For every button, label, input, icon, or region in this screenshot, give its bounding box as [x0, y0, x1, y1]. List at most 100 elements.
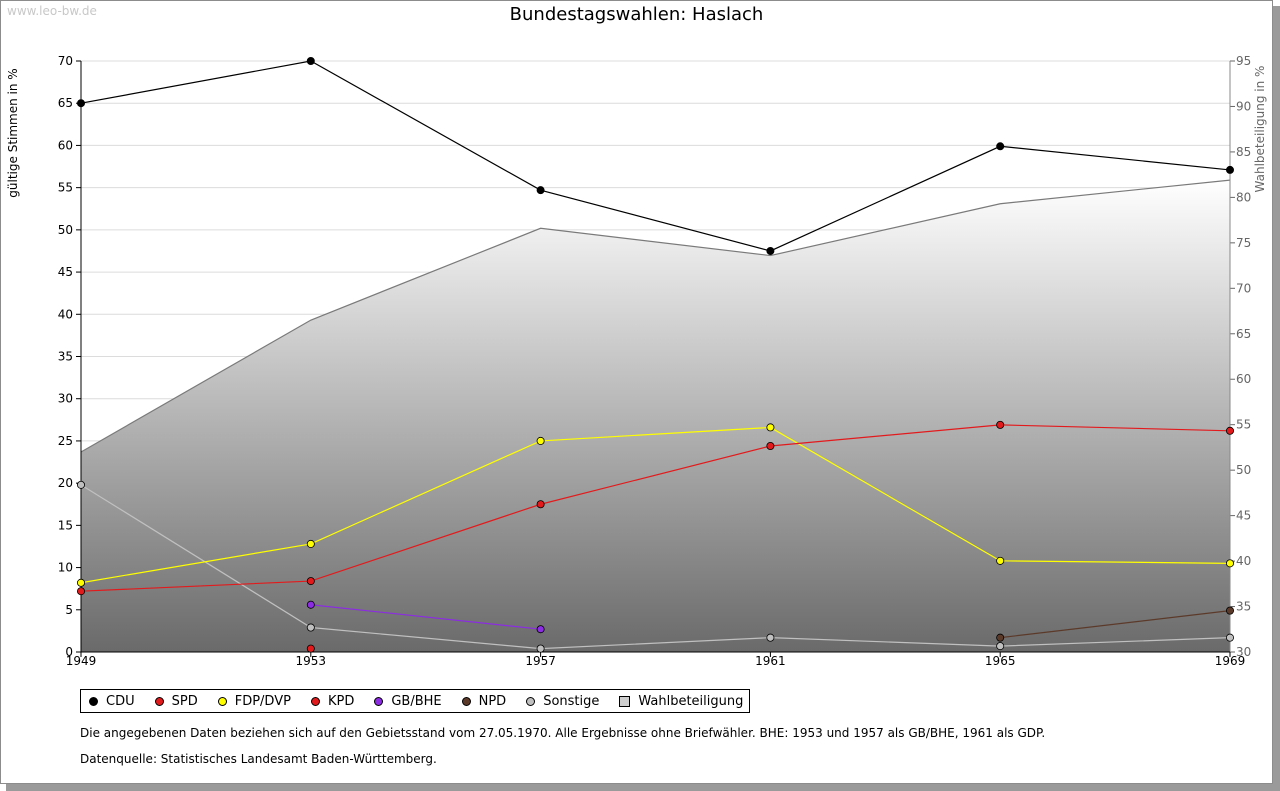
y-tick-label-55: 55 — [58, 181, 73, 195]
y-tick-label-50: 50 — [58, 223, 73, 237]
point-sonstige-1949 — [77, 480, 86, 489]
point-spd-1957 — [536, 500, 545, 509]
legend-item-wahlbeteiligung: Wahlbeteiligung — [615, 694, 743, 709]
point-fdp-dvp-1953 — [306, 539, 315, 548]
x-tick-label-1957: 1957 — [525, 654, 556, 668]
point-fdp-dvp-1957 — [536, 436, 545, 445]
point-gb-bhe-1953 — [306, 600, 315, 609]
legend-item-spd: SPD — [151, 694, 198, 709]
point-spd-1969 — [1226, 426, 1235, 435]
point-sonstige-1969 — [1226, 633, 1235, 642]
y-tick-label-15: 15 — [58, 518, 73, 532]
frame-shadow-right — [1273, 6, 1280, 791]
series-cdu — [77, 57, 1235, 255]
footnote: Die angegebenen Daten beziehen sich auf … — [80, 726, 1046, 740]
point-fdp-dvp-1965 — [996, 556, 1005, 565]
legend-marker-gb-bhe — [374, 696, 384, 706]
y2-tick-label-90: 90 — [1236, 99, 1251, 113]
series-fdp-dvp — [77, 423, 1235, 587]
point-fdp-dvp-1961 — [766, 423, 775, 432]
series-kpd — [306, 644, 315, 653]
legend-label-sonstige: Sonstige — [543, 693, 600, 709]
y2-tick-label-30: 30 — [1236, 645, 1251, 659]
point-cdu-1965 — [996, 142, 1005, 151]
legend-label-spd: SPD — [171, 693, 198, 709]
point-fdp-dvp-1969 — [1226, 559, 1235, 568]
point-kpd-1953 — [306, 644, 315, 653]
legend-item-kpd: KPD — [307, 694, 354, 709]
legend-marker-spd — [154, 696, 164, 706]
y2-tick-label-95: 95 — [1236, 54, 1251, 68]
x-tick-label-1969: 1969 — [1215, 654, 1246, 668]
point-sonstige-1953 — [306, 623, 315, 632]
legend-marker-sonstige — [526, 696, 536, 706]
y-tick-label-60: 60 — [58, 138, 73, 152]
y2-tick-label-60: 60 — [1236, 372, 1251, 386]
point-npd-1969 — [1226, 606, 1235, 615]
legend-marker-cdu — [89, 696, 98, 706]
x-tick-label-1953: 1953 — [296, 654, 327, 668]
legend-marker-fdp-dvp — [217, 696, 227, 706]
point-gb-bhe-1957 — [536, 625, 545, 634]
point-cdu-1953 — [306, 57, 315, 66]
point-spd-1953 — [306, 577, 315, 586]
y-tick-label-35: 35 — [58, 350, 73, 364]
y-tick-label-70: 70 — [58, 54, 73, 68]
point-fdp-dvp-1949 — [77, 578, 86, 587]
y2-tick-label-65: 65 — [1236, 327, 1251, 341]
point-spd-1965 — [996, 420, 1005, 429]
series-line-spd — [80, 424, 1231, 592]
series-layer — [77, 57, 1235, 653]
x-tick-label-1965: 1965 — [985, 654, 1016, 668]
wahlbeteiligung-area-fill — [81, 180, 1230, 652]
point-cdu-1957 — [536, 186, 545, 195]
y2-tick-label-55: 55 — [1236, 418, 1251, 432]
y-tick-label-25: 25 — [58, 434, 73, 448]
point-sonstige-1965 — [996, 642, 1005, 651]
point-cdu-1969 — [1226, 165, 1235, 174]
series-line-fdp-dvp — [80, 426, 1231, 584]
legend: CDU SPD FDP/DVP KPD GB/BHE NPD Sonstige Wahlbet… — [80, 689, 751, 713]
point-sonstige-1961 — [766, 633, 775, 642]
series-gb-bhe — [306, 600, 545, 634]
legend-label-kpd: KPD — [327, 693, 355, 709]
y-tick-label-45: 45 — [58, 265, 73, 279]
wahlbeteiligung-line — [80, 179, 1231, 453]
legend-label-gb-bhe: GB/BHE — [391, 693, 442, 709]
legend-label-wahlbeteiligung: Wahlbeteiligung — [638, 693, 744, 709]
series-sonstige — [77, 480, 1235, 653]
y-tick-label-30: 30 — [58, 392, 73, 406]
legend-label-fdp-dvp: FDP/DVP — [234, 693, 291, 709]
legend-marker-npd — [461, 696, 471, 706]
point-npd-1965 — [996, 633, 1005, 642]
y-tick-label-65: 65 — [58, 96, 73, 110]
point-spd-1961 — [766, 441, 775, 450]
x-tick-label-1961: 1961 — [755, 654, 786, 668]
point-spd-1949 — [77, 587, 86, 596]
y-tick-label-40: 40 — [58, 307, 73, 321]
legend-item-gb-bhe: GB/BHE — [370, 693, 442, 709]
point-cdu-1949 — [77, 99, 86, 108]
legend-label-npd: NPD — [478, 693, 507, 709]
legend-item-npd: NPD — [458, 693, 507, 709]
legend-marker-kpd — [310, 696, 320, 706]
series-line-cdu — [80, 60, 1231, 252]
series-line-sonstige — [80, 484, 1231, 650]
wahlbeteiligung-area — [80, 179, 1231, 652]
chart-title: Bundestagswahlen: Haslach — [509, 4, 764, 25]
legend-label-cdu: CDU — [106, 693, 135, 709]
series-npd — [996, 606, 1235, 642]
legend-marker-wahlbeteiligung — [619, 695, 631, 707]
series-line-gb-bhe — [310, 604, 541, 630]
y2-tick-label-85: 85 — [1236, 145, 1251, 159]
frame-shadow-bottom — [6, 784, 1280, 791]
series-spd — [77, 420, 1235, 596]
y-tick-label-0: 0 — [65, 645, 73, 659]
x-tick-label-1949: 1949 — [66, 654, 97, 668]
y2-tick-label-80: 80 — [1236, 190, 1251, 204]
point-cdu-1961 — [766, 246, 775, 255]
y-axis-label: gültige Stimmen in % — [6, 68, 20, 197]
legend-item-sonstige: Sonstige — [522, 694, 599, 709]
watermark: www.leo-bw.de — [7, 4, 97, 18]
series-line-npd — [1000, 610, 1231, 639]
